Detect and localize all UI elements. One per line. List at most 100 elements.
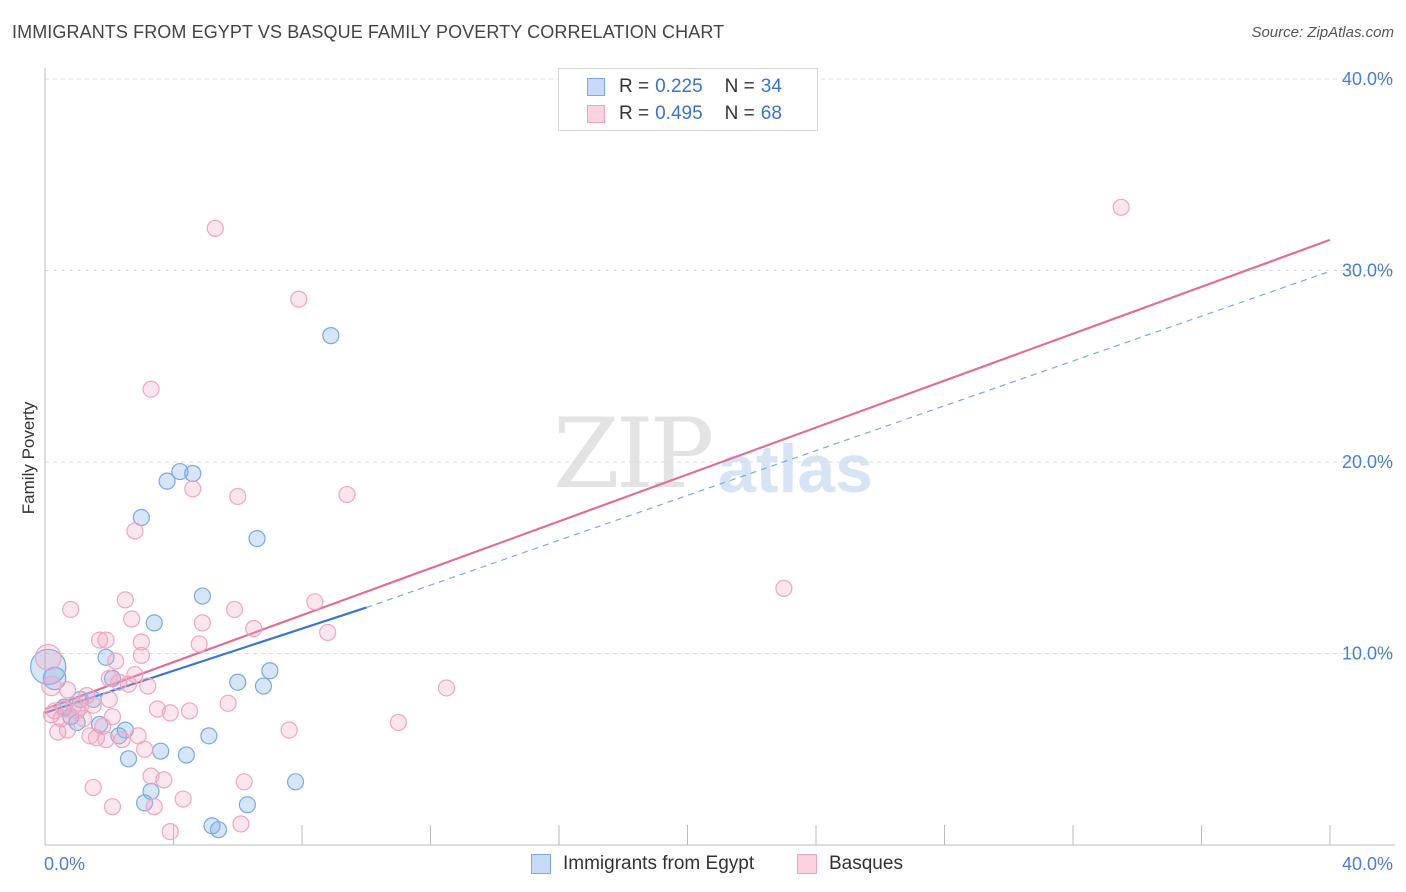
axes <box>44 68 1395 846</box>
basques-point <box>100 690 118 709</box>
egypt-point <box>119 750 138 768</box>
basques-point <box>280 721 298 739</box>
basques-point <box>84 696 102 714</box>
legend-swatch-basques <box>587 105 605 123</box>
bottom-legend-swatch-basques <box>797 854 817 874</box>
y-tick-label: 30.0% <box>1342 261 1393 281</box>
basques-point <box>235 773 253 791</box>
basques-point <box>81 727 99 745</box>
basques-point <box>126 522 144 540</box>
basques-point <box>306 593 324 611</box>
basques-point <box>91 631 109 649</box>
basques-point <box>161 704 179 722</box>
egypt-trend-extension <box>366 271 1327 609</box>
basques-point <box>34 643 62 671</box>
bottom-legend-basques: Basques <box>797 851 903 877</box>
basques-point <box>338 485 356 504</box>
basques-point <box>49 723 67 741</box>
tick-labels: 10.0% 20.0% 30.0% 40.0% 0.0% 40.0% <box>44 69 1393 874</box>
legend-row-basques: R = 0.495 N = 68 <box>587 102 782 126</box>
basques-point <box>219 694 237 712</box>
basques-point <box>225 600 244 619</box>
bottom-legend-egypt: Immigrants from Egypt <box>531 851 754 877</box>
egypt-point <box>177 746 195 764</box>
legend-n-label: N = <box>724 76 755 97</box>
basques-point <box>62 600 80 619</box>
egypt-point <box>286 773 305 791</box>
basques-point <box>42 706 61 724</box>
egypt-trend-line <box>44 606 367 714</box>
basques-point <box>58 681 77 699</box>
basques-point <box>97 731 115 749</box>
egypt-point <box>322 327 340 345</box>
egypt-point <box>30 648 67 686</box>
basques-point <box>193 614 212 632</box>
bottom-legend-swatch-egypt <box>531 854 551 874</box>
basques-point <box>132 646 150 665</box>
basques-point <box>180 702 199 720</box>
basques-trend-line <box>44 238 1331 711</box>
legend-swatch-egypt <box>587 78 605 96</box>
basques-point <box>132 633 150 651</box>
legend-n-value: 68 <box>760 103 782 124</box>
basques-point <box>100 669 118 687</box>
egypt-point <box>171 462 189 481</box>
legend-row-egypt: R = 0.225 N = 34 <box>587 75 782 99</box>
basques-point <box>142 380 160 398</box>
basques-point <box>1112 198 1130 216</box>
legend-n-value: 34 <box>760 76 782 97</box>
egypt-point <box>142 782 160 800</box>
egypt-point <box>238 796 256 814</box>
legend-r-value: 0.495 <box>655 103 703 124</box>
basques-point <box>155 771 173 789</box>
y-tick-label: 20.0% <box>1342 452 1393 472</box>
basques-point <box>41 675 62 697</box>
basques-point <box>97 631 115 649</box>
basques-point <box>107 652 125 670</box>
basques-point <box>126 665 144 684</box>
egypt-point <box>97 648 115 666</box>
basques-point <box>389 713 407 732</box>
trend-lines <box>44 238 1331 714</box>
basques-point <box>119 675 138 693</box>
x-tick-label: 0.0% <box>44 854 85 874</box>
egypt-point <box>184 464 202 483</box>
basques-point <box>123 610 141 628</box>
basques-point <box>116 591 134 609</box>
basques-point <box>190 635 208 653</box>
egypt-point <box>193 587 212 605</box>
basques-point <box>161 822 179 841</box>
legend-r-value: 0.225 <box>655 76 703 97</box>
basques-point <box>232 815 250 833</box>
egypt-point <box>145 614 163 632</box>
basques-point <box>184 480 202 498</box>
basques-point <box>135 740 154 758</box>
basques-point <box>148 700 167 718</box>
basques-point <box>103 708 122 726</box>
source-label: Source: ZipAtlas.com <box>1251 24 1394 41</box>
basques-point <box>65 696 83 714</box>
basques-point <box>145 798 163 816</box>
grid-lines <box>45 78 1395 654</box>
basques-point <box>319 623 337 642</box>
egypt-point <box>152 742 170 760</box>
egypt-point <box>158 472 176 490</box>
legend-n-label: N = <box>724 103 755 124</box>
chart-title: IMMIGRANTS FROM EGYPT VS BASQUE FAMILY P… <box>12 22 725 42</box>
y-axis-label: Family Poverty <box>19 401 38 514</box>
egypt-point <box>248 529 266 548</box>
basques-point <box>245 620 263 638</box>
basques-point <box>206 219 224 237</box>
egypt-point <box>229 673 247 691</box>
bottom-legend-label-basques: Basques <box>829 853 903 874</box>
watermark-atlas: atlas <box>718 431 873 507</box>
legend-r-label: R = <box>619 76 650 97</box>
basques-point <box>437 679 456 697</box>
y-tick-label: 10.0% <box>1342 644 1393 664</box>
basques-point <box>113 731 131 749</box>
basques-point <box>229 487 247 506</box>
egypt-point <box>200 727 218 745</box>
egypt-point <box>261 662 279 680</box>
basques-point <box>139 677 157 695</box>
